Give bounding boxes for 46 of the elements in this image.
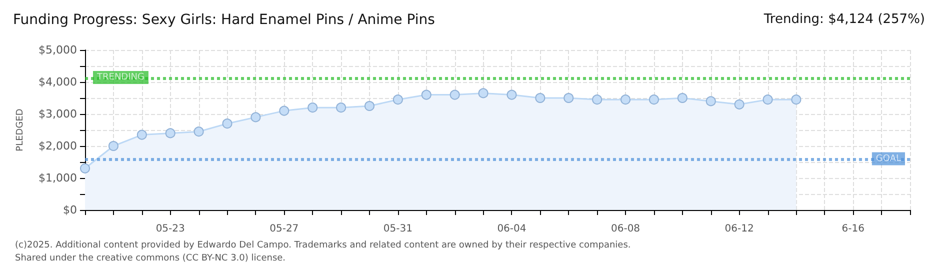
y-tick-label: $4,000 xyxy=(38,76,77,88)
point xyxy=(450,90,460,100)
point xyxy=(762,94,773,105)
point xyxy=(165,128,176,138)
point xyxy=(336,102,346,113)
point xyxy=(250,112,261,122)
y-tick-label: $5,000 xyxy=(38,44,77,56)
x-tick-label: 6-16 xyxy=(842,224,864,234)
point xyxy=(592,94,602,105)
point xyxy=(535,93,546,103)
point xyxy=(564,93,574,103)
point xyxy=(421,90,432,100)
x-tick-label: 05-31 xyxy=(383,224,412,234)
point xyxy=(279,106,290,116)
chart-subtitle: Trending: $4,124 (257%) xyxy=(762,12,925,27)
chart-title: Funding Progress: Sexy Girls: Hard Enamel Pins / Anime Pins xyxy=(13,12,435,28)
point xyxy=(308,102,318,113)
x-tick-label: 05-27 xyxy=(270,224,299,234)
y-tick-label: $3,000 xyxy=(38,108,77,120)
point xyxy=(194,126,204,137)
x-tick-label: 06-04 xyxy=(497,224,526,234)
text: Shared under the creative commons (CC BY-NC 3.0) license. xyxy=(15,254,286,264)
point xyxy=(478,88,488,98)
x-tick-label: 06-12 xyxy=(724,224,754,234)
point xyxy=(392,94,403,105)
point xyxy=(222,118,232,129)
ref-line-label: GOAL xyxy=(876,154,901,164)
y-tick-label: $2,000 xyxy=(38,140,77,152)
point xyxy=(648,94,659,105)
x-tick-label: 06-08 xyxy=(610,224,640,234)
point xyxy=(677,93,688,103)
y-tick-label: $1,000 xyxy=(38,172,77,184)
point xyxy=(364,101,374,111)
point xyxy=(136,130,147,140)
y-tick-label: $0 xyxy=(63,204,77,216)
point xyxy=(791,94,802,105)
y-axis-title: PLEDGED xyxy=(16,108,26,152)
point xyxy=(108,141,118,151)
x-tick-label: 05-23 xyxy=(156,224,185,234)
text: (c)2025. Additional content provided by Edwardo Del Campo. Trademarks and related content are owned by their respective companies. xyxy=(15,240,631,250)
point xyxy=(734,99,744,110)
ref-line-label: TRENDING xyxy=(96,72,144,83)
point xyxy=(80,163,90,174)
point xyxy=(706,96,716,106)
point xyxy=(620,94,631,105)
point xyxy=(506,90,517,100)
